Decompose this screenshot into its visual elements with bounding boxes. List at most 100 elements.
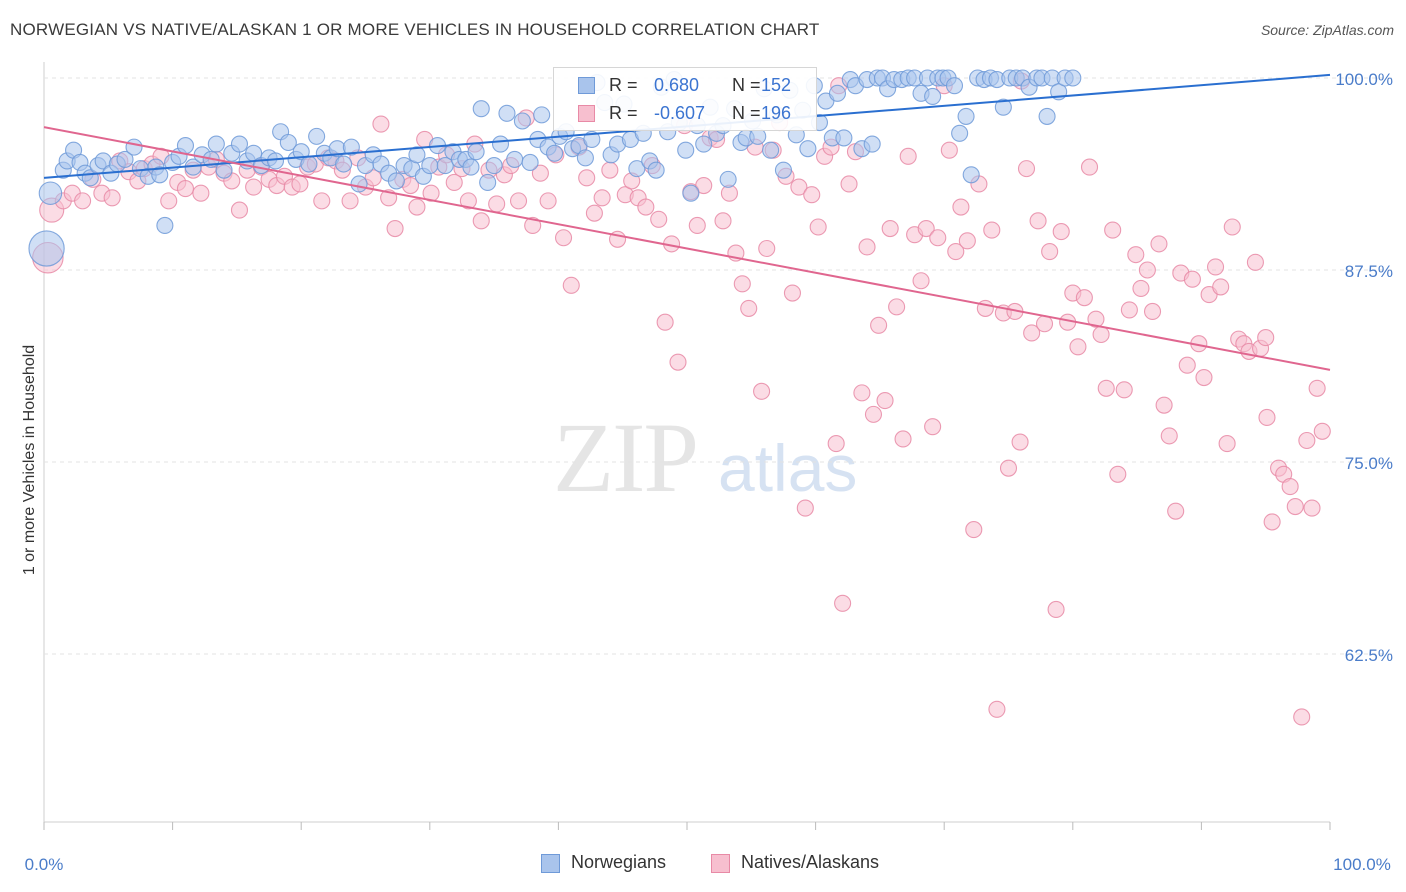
native-point	[1109, 465, 1127, 483]
native-point	[924, 418, 942, 436]
legend-row-norwegians: R = 0.680 N = 152	[554, 72, 816, 100]
r-value: 0.680	[654, 75, 700, 95]
native-point	[585, 204, 603, 222]
native-point	[192, 184, 210, 202]
native-point	[1263, 513, 1281, 531]
native-point	[714, 212, 732, 230]
native-point	[999, 459, 1018, 477]
native-point	[1281, 478, 1299, 496]
norwegian-point	[774, 161, 793, 179]
norwegian-point	[498, 104, 516, 122]
watermark-zip: ZIP	[553, 402, 699, 513]
native-point	[1155, 396, 1173, 414]
norwegian-point	[506, 150, 524, 168]
norwegian-point	[38, 181, 63, 205]
native-point	[245, 178, 263, 196]
native-point	[834, 594, 852, 612]
x-tick-label: 0.0%	[25, 855, 64, 874]
correlation-legend: R = 0.680 N = 152 R = -0.607 N = 196	[553, 67, 817, 131]
native-point	[840, 175, 858, 193]
norwegian-point	[924, 87, 942, 105]
n-label: N =	[732, 103, 761, 123]
norwegian-point	[962, 166, 980, 184]
norwegian-point	[176, 137, 195, 155]
norwegian-point	[350, 175, 368, 193]
native-point	[1104, 221, 1122, 239]
native-point	[940, 141, 958, 159]
native-point	[1047, 600, 1065, 619]
norwegian-point	[835, 129, 853, 147]
native-point	[858, 238, 876, 256]
native-point	[796, 499, 814, 517]
native-point	[881, 219, 899, 238]
native-point	[803, 186, 821, 204]
native-point	[827, 435, 845, 453]
native-point	[1223, 218, 1241, 236]
native-point	[1303, 499, 1321, 517]
native-point	[1313, 422, 1331, 440]
native-point	[291, 175, 309, 193]
native-point	[1041, 243, 1059, 261]
native-point	[1087, 310, 1105, 328]
native-point	[952, 198, 970, 216]
native-point	[917, 219, 935, 238]
native-point	[1035, 315, 1054, 333]
native-point	[688, 216, 706, 235]
native-point	[1097, 379, 1115, 397]
native-point	[853, 384, 871, 402]
native-point	[531, 164, 549, 182]
native-point	[733, 275, 751, 293]
r-label: R =	[609, 103, 638, 123]
native-point	[1167, 502, 1185, 520]
chart-title: NORWEGIAN VS NATIVE/ALASKAN 1 OR MORE VE…	[10, 20, 820, 39]
native-point	[1195, 368, 1213, 387]
native-point	[1257, 329, 1275, 347]
native-point	[509, 192, 528, 210]
norwegian-point	[533, 106, 551, 124]
native-point	[539, 192, 557, 210]
norwegian-point	[151, 166, 169, 184]
x-tick-label: 100.0%	[1333, 855, 1391, 874]
norwegian-point	[762, 141, 780, 159]
native-point	[1218, 435, 1236, 453]
native-point	[386, 219, 404, 238]
native-point	[1286, 497, 1304, 516]
norwegian-point	[207, 135, 225, 153]
norwegian-point	[472, 100, 490, 118]
native-point	[929, 229, 947, 247]
norwegian-point	[719, 170, 737, 188]
norwegian-point	[215, 161, 233, 179]
y-tick-label: 62.5%	[1345, 646, 1393, 665]
blue-swatch-icon	[578, 77, 595, 94]
norwegian-point	[799, 140, 817, 158]
native-point	[894, 430, 912, 448]
norwegian-point	[513, 112, 531, 130]
native-point	[1212, 278, 1230, 296]
native-point	[669, 353, 687, 371]
native-point	[472, 212, 490, 230]
native-point	[562, 276, 580, 294]
norwegian-point	[387, 172, 405, 190]
native-point	[103, 189, 121, 207]
native-point	[1308, 379, 1326, 397]
native-point	[656, 313, 674, 331]
norwegian-point	[945, 77, 964, 95]
norwegian-point	[951, 124, 969, 142]
native-point	[488, 195, 506, 213]
r-value: -0.607	[654, 103, 706, 123]
native-point	[758, 239, 776, 258]
native-point	[1080, 158, 1099, 176]
norwegian-point	[695, 135, 713, 153]
native-point	[912, 272, 930, 290]
native-point	[160, 192, 178, 210]
norwegian-point	[828, 84, 847, 102]
norwegian-point	[300, 155, 318, 173]
blue-swatch-icon	[541, 854, 560, 873]
native-point	[1075, 289, 1093, 307]
native-point	[1092, 325, 1110, 344]
native-point	[650, 210, 668, 228]
norwegian-point	[994, 98, 1012, 116]
norwegian-point	[628, 160, 646, 178]
series-legend: Norwegians Natives/Alaskans	[0, 852, 1406, 878]
native-point	[176, 180, 195, 198]
